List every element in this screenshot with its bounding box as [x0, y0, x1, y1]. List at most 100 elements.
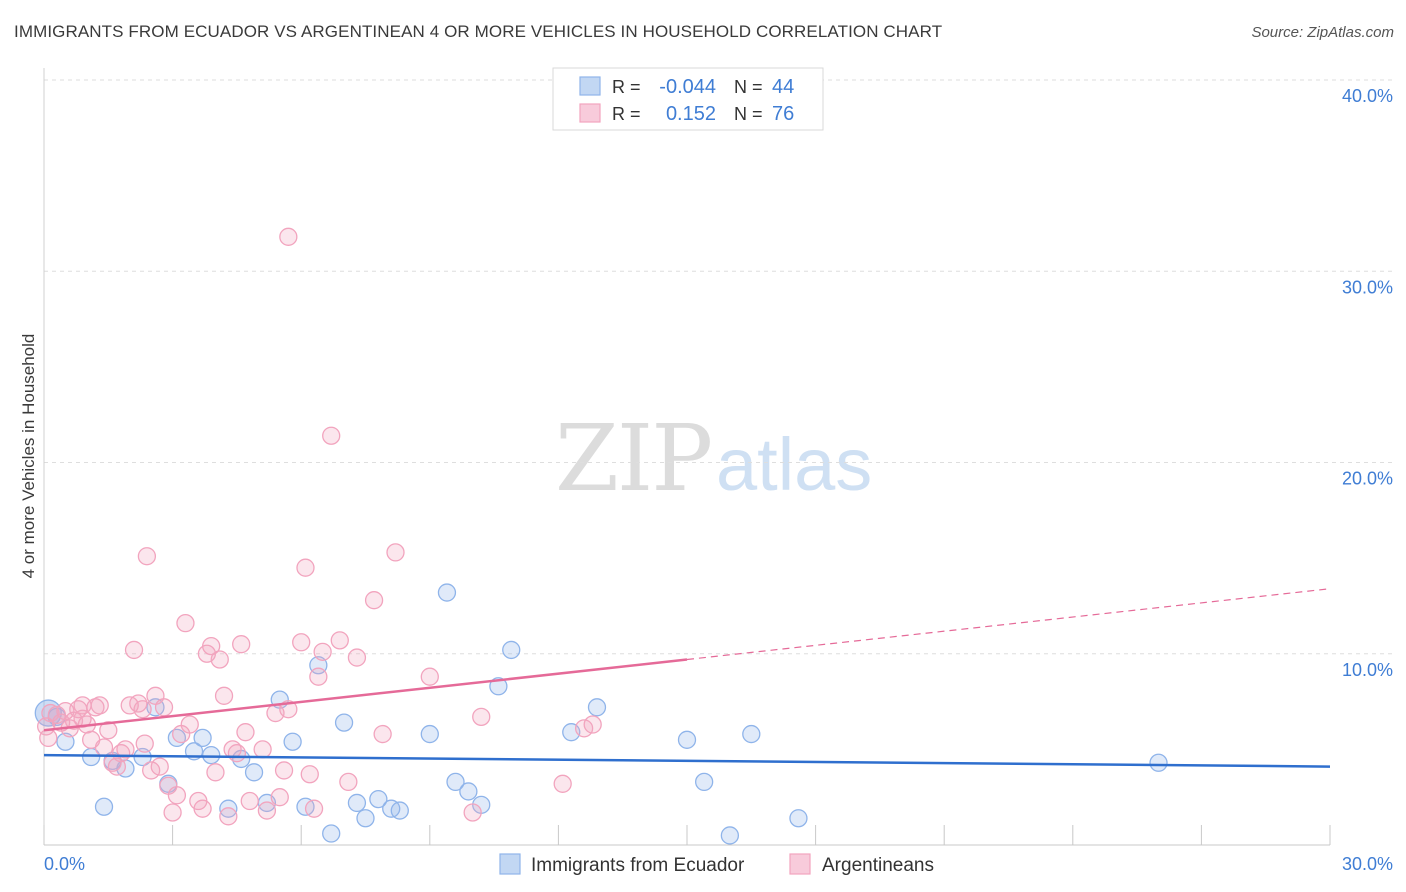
point-ecuador — [334, 713, 354, 732]
x-tick-max: 30.0% — [1342, 854, 1393, 874]
point-argentineans — [90, 696, 109, 715]
point-argentineans — [309, 667, 328, 686]
point-argentineans — [41, 703, 60, 723]
point-argentineans — [167, 786, 187, 805]
trend-line-argentineans-dashed — [686, 588, 1331, 661]
point-ecuador — [283, 732, 302, 751]
legend-n-value-1: 44 — [772, 76, 794, 98]
y-tick-label: 40.0% — [1342, 86, 1393, 106]
point-argentineans — [472, 707, 491, 727]
y-tick-label: 20.0% — [1342, 469, 1393, 489]
legend-swatch-ecuador — [579, 76, 601, 96]
point-ecuador — [347, 793, 367, 813]
point-argentineans — [304, 799, 324, 818]
point-ecuador — [369, 789, 388, 809]
trend-lines — [43, 588, 1331, 768]
series-swatch-ecuador — [499, 853, 521, 875]
point-argentineans — [420, 667, 439, 686]
point-argentineans — [210, 650, 229, 669]
point-argentineans — [253, 740, 272, 759]
point-argentineans — [463, 803, 482, 822]
point-argentineans — [322, 426, 341, 445]
point-argentineans — [583, 715, 602, 734]
point-argentineans — [193, 799, 212, 818]
point-argentineans — [94, 738, 114, 757]
point-argentineans — [240, 791, 259, 811]
point-argentineans — [274, 761, 294, 780]
trend-line-argentineans — [43, 658, 688, 732]
point-ecuador — [446, 772, 465, 792]
point-ecuador — [502, 640, 521, 660]
y-tick-labels: 10.0% 20.0% 30.0% 40.0% — [1342, 86, 1393, 680]
correlation-legend: R = -0.044 N = 44 R = 0.152 N = 76 — [552, 67, 824, 131]
point-argentineans — [214, 686, 234, 705]
series-label-argentineans: Argentineans — [822, 855, 934, 876]
point-argentineans — [137, 547, 157, 566]
point-argentineans — [219, 807, 238, 826]
chart-title: IMMIGRANTS FROM ECUADOR VS ARGENTINEAN 4… — [14, 22, 943, 41]
point-argentineans — [313, 642, 332, 661]
point-argentineans — [150, 757, 169, 776]
point-argentineans — [553, 774, 572, 793]
point-argentineans — [206, 763, 225, 782]
legend-r-value-1: -0.044 — [659, 76, 716, 98]
point-argentineans — [257, 801, 277, 820]
point-ecuador — [720, 826, 740, 845]
point-argentineans — [176, 614, 195, 633]
series-label-ecuador: Immigrants from Ecuador — [531, 855, 745, 876]
point-ecuador — [94, 797, 114, 816]
point-ecuador — [219, 799, 238, 818]
point-ecuador — [356, 809, 375, 828]
legend-n-value-2: 76 — [772, 103, 794, 125]
point-argentineans — [202, 636, 221, 656]
series-legend: Immigrants from Ecuador Argentineans — [499, 853, 934, 876]
axes — [43, 68, 1331, 846]
watermark-atlas: atlas — [716, 423, 872, 506]
point-ecuador — [202, 745, 221, 765]
point-argentineans — [386, 543, 405, 562]
point-ecuador — [1149, 753, 1168, 772]
point-argentineans — [347, 648, 367, 667]
watermark: ZIP atlas — [555, 405, 872, 512]
point-argentineans — [364, 591, 384, 610]
point-ecuador — [789, 809, 808, 828]
point-argentineans — [279, 227, 298, 246]
point-argentineans — [135, 734, 154, 753]
legend-n-label-2: N = — [734, 104, 763, 124]
point-ecuador — [244, 763, 264, 782]
series-swatch-argentineans — [789, 853, 811, 875]
scatter-points — [34, 227, 1168, 845]
point-argentineans — [373, 724, 392, 744]
point-argentineans — [163, 803, 182, 822]
point-argentineans — [339, 772, 358, 792]
point-argentineans — [227, 744, 247, 763]
y-tick-label: 30.0% — [1342, 277, 1393, 297]
point-argentineans — [236, 723, 255, 742]
point-ecuador — [193, 728, 212, 748]
point-argentineans — [39, 728, 58, 748]
point-ecuador — [489, 677, 508, 696]
point-argentineans — [300, 765, 319, 784]
point-argentineans — [73, 696, 92, 715]
point-ecuador — [677, 730, 697, 749]
y-axis-label: 4 or more Vehicles in Household — [19, 334, 38, 579]
point-argentineans — [133, 700, 152, 719]
grid — [44, 79, 1392, 655]
legend-r-label-1: R = — [612, 77, 641, 97]
legend-r-label-2: R = — [612, 104, 641, 124]
point-argentineans — [99, 721, 118, 740]
point-argentineans — [124, 640, 144, 660]
point-ecuador — [437, 583, 457, 602]
point-ecuador — [420, 724, 439, 744]
watermark-zip: ZIP — [555, 405, 711, 512]
legend-swatch-argentineans — [579, 103, 601, 123]
y-tick-label: 10.0% — [1342, 660, 1393, 680]
trend-line-ecuador — [43, 753, 1331, 768]
point-argentineans — [180, 715, 199, 734]
point-argentineans — [116, 740, 135, 759]
x-tick-min: 0.0% — [44, 854, 85, 874]
point-argentineans — [574, 719, 594, 738]
point-ecuador — [322, 824, 341, 843]
point-ecuador — [587, 698, 607, 717]
point-argentineans — [330, 631, 349, 650]
